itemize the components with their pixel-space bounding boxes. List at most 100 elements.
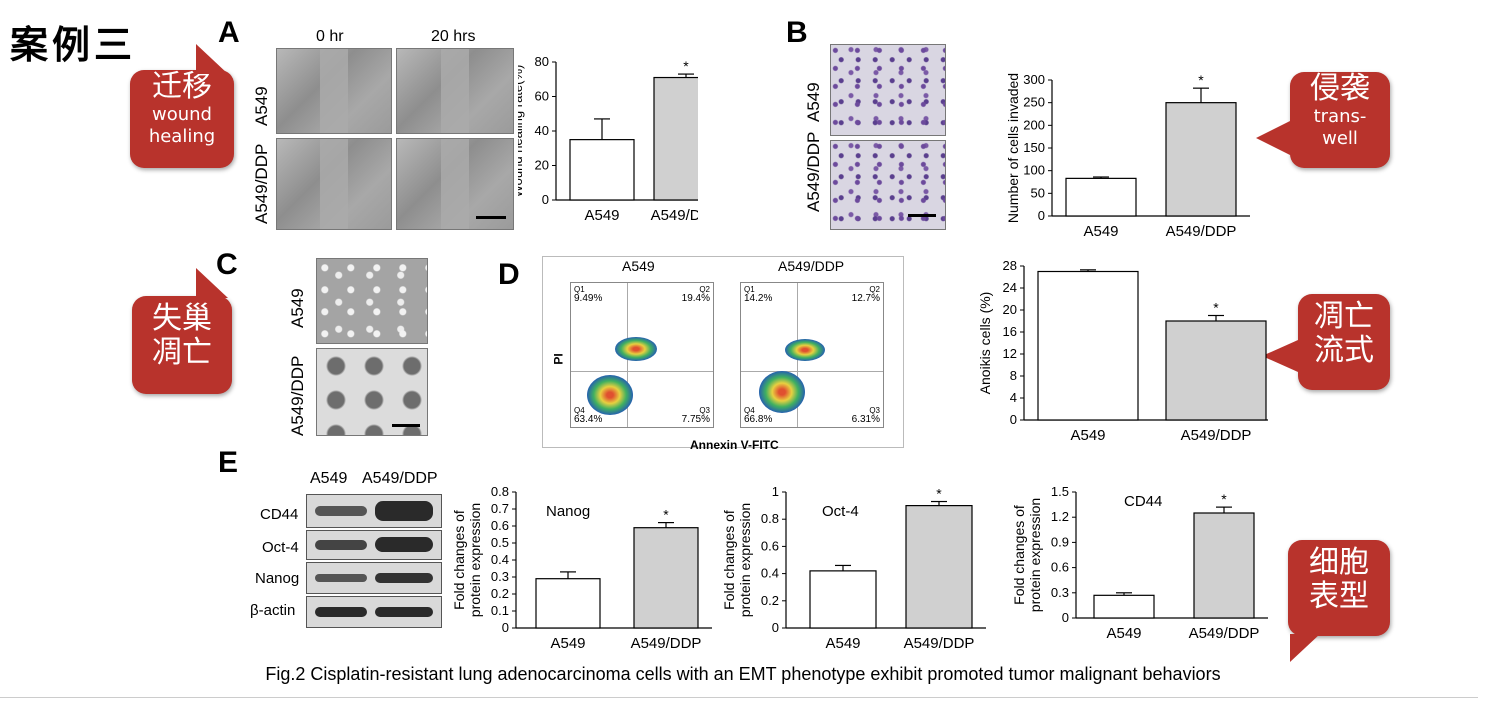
quadrant-q4: Q4: [744, 406, 755, 415]
y-tick-label: 0.1: [491, 603, 509, 618]
y-tick-label: 12: [1003, 346, 1017, 361]
gate-horizontal: [741, 371, 883, 372]
y-tick-label: 20: [1003, 302, 1017, 317]
y-tick-label: 0: [772, 620, 779, 635]
y-tick-label: 0.6: [491, 518, 509, 533]
invasion-image-ddp: [830, 140, 946, 230]
quadrant-q2: Q2: [699, 285, 710, 294]
chart-title: Nanog: [546, 503, 590, 520]
category-label: A549: [550, 635, 585, 652]
wound-image-ddp-20hrs: [396, 138, 514, 230]
callout-migration-en2: healing: [148, 126, 216, 147]
callout-flow-zh2: 流式: [1314, 333, 1374, 368]
chart-title: CD44: [1124, 493, 1162, 510]
category-label: A549: [825, 635, 860, 652]
y-tick-label: 1: [772, 484, 779, 499]
callout-invasion: 侵袭 trans- well: [1290, 72, 1390, 168]
blot-strip-nanog: [306, 562, 442, 594]
y-tick-label: 0.8: [761, 511, 779, 526]
y-tick-label: 50: [1031, 185, 1045, 200]
chart-cd44: 0 0.3 0.6 0.9 1.2 1.5 Fold changes of protein e…: [1011, 484, 1268, 642]
category-label: A549: [1083, 223, 1118, 240]
spheroid-image-ddp: [316, 348, 428, 436]
band-a549-oct4: [315, 540, 367, 550]
category-label: A549/DDP: [904, 635, 975, 652]
bar-a549-ddp: [1165, 320, 1267, 421]
blot-lane-label: A549/DDP: [362, 470, 438, 487]
band-a549-nanog: [315, 574, 367, 582]
chart-anoikis: 0 4 8 12 16 20 24 28 Anoikis cells (%) A549 * A549/…: [977, 258, 1268, 444]
y-axis-label: protein expression: [737, 503, 753, 617]
scale-bar: [392, 424, 420, 427]
significance-marker: *: [683, 58, 689, 74]
callout-migration-en1: wound: [152, 104, 212, 125]
y-tick-label: 0: [502, 620, 509, 635]
y-tick-label: 0.8: [491, 484, 509, 499]
callout-invasion-en2: well: [1322, 128, 1358, 149]
panel-label-e: E: [218, 446, 239, 479]
row-label-a549: A549: [288, 288, 307, 328]
band-a549-actin: [315, 607, 367, 617]
quadrant-q4: Q4: [574, 406, 585, 415]
bar-a549-ddp: [1165, 102, 1237, 217]
blot-protein-label: Nanog: [255, 570, 300, 587]
callout-migration-tail: [196, 44, 228, 74]
callout-flow: 凋亡 流式: [1298, 294, 1390, 390]
blot-strip-oct4: [306, 530, 442, 560]
y-tick-label: 8: [1010, 368, 1017, 383]
y-axis-label: Number of cells invaded: [1005, 73, 1021, 223]
y-axis-label: Fold changes of: [722, 510, 737, 610]
y-tick-label: 300: [1023, 72, 1045, 87]
band-ddp-cd44: [375, 501, 433, 521]
y-tick-label: 0.2: [761, 593, 779, 608]
significance-marker: *: [1213, 300, 1219, 316]
invasion-image-a549: [830, 44, 946, 136]
wound-image-a549-20hrs: [396, 48, 514, 134]
spheroid-image-a549: [316, 258, 428, 344]
gate-horizontal: [571, 371, 713, 372]
quadrant-q2-value: 19.4%: [681, 293, 710, 304]
y-axis-label: protein expression: [1027, 498, 1043, 612]
blot-strip-actin: [306, 596, 442, 628]
y-tick-label: 0.4: [761, 566, 779, 581]
quadrant-q1: Q1: [574, 285, 585, 294]
y-tick-label: 0.5: [491, 535, 509, 550]
bar-a549: [1065, 177, 1137, 217]
y-tick-label: 0: [542, 192, 549, 207]
quadrant-q4-value: 66.8%: [744, 414, 773, 425]
y-tick-label: 20: [535, 158, 549, 173]
callout-flow-zh1: 凋亡: [1314, 299, 1374, 334]
time-label-0hr: 0 hr: [316, 28, 344, 45]
flow-panel: [542, 256, 904, 448]
y-tick-label: 0.2: [491, 586, 509, 601]
chart-oct4: 0 0.2 0.4 0.6 0.8 1 Fold changes of protein exp…: [722, 484, 986, 652]
y-axis-label: Wound healing rate(%): [518, 65, 525, 198]
callout-phenotype-zh1: 细胞: [1309, 545, 1369, 580]
callout-invasion-zh: 侵袭: [1310, 71, 1370, 106]
scale-bar: [908, 214, 936, 217]
quadrant-q3: Q3: [869, 406, 880, 415]
band-ddp-oct4: [375, 537, 433, 552]
flow-plot-a549ddp: Q1 14.2% Q2 12.7% Q4 66.8% Q3 6.31%: [740, 282, 884, 428]
y-axis-label: Fold changes of: [1011, 505, 1027, 605]
flow-x-label: Annexin V-FITC: [690, 438, 779, 452]
y-tick-label: 0.9: [1051, 534, 1069, 549]
category-label: A549: [1070, 427, 1105, 444]
row-label-a549: A549: [252, 86, 271, 126]
y-axis-label: protein expression: [467, 503, 483, 617]
section-heading: 案例三: [10, 22, 137, 67]
cell-cluster: [615, 337, 657, 361]
y-tick-label: 60: [535, 89, 549, 104]
significance-marker: *: [1198, 72, 1204, 88]
y-axis-label: Anoikis cells (%): [977, 292, 993, 395]
category-label: A549/DDP: [1181, 427, 1252, 444]
callout-phenotype: 细胞 表型: [1288, 540, 1390, 636]
row-label-a549ddp: A549/DDP: [288, 355, 307, 436]
significance-marker: *: [663, 507, 669, 523]
y-tick-label: 0: [1038, 208, 1045, 223]
y-tick-label: 0.7: [491, 501, 509, 516]
blot-lane-label: A549: [310, 470, 348, 487]
category-label: A549/DDP: [651, 207, 698, 224]
band-ddp-actin: [375, 607, 433, 617]
y-tick-label: 150: [1023, 140, 1045, 155]
